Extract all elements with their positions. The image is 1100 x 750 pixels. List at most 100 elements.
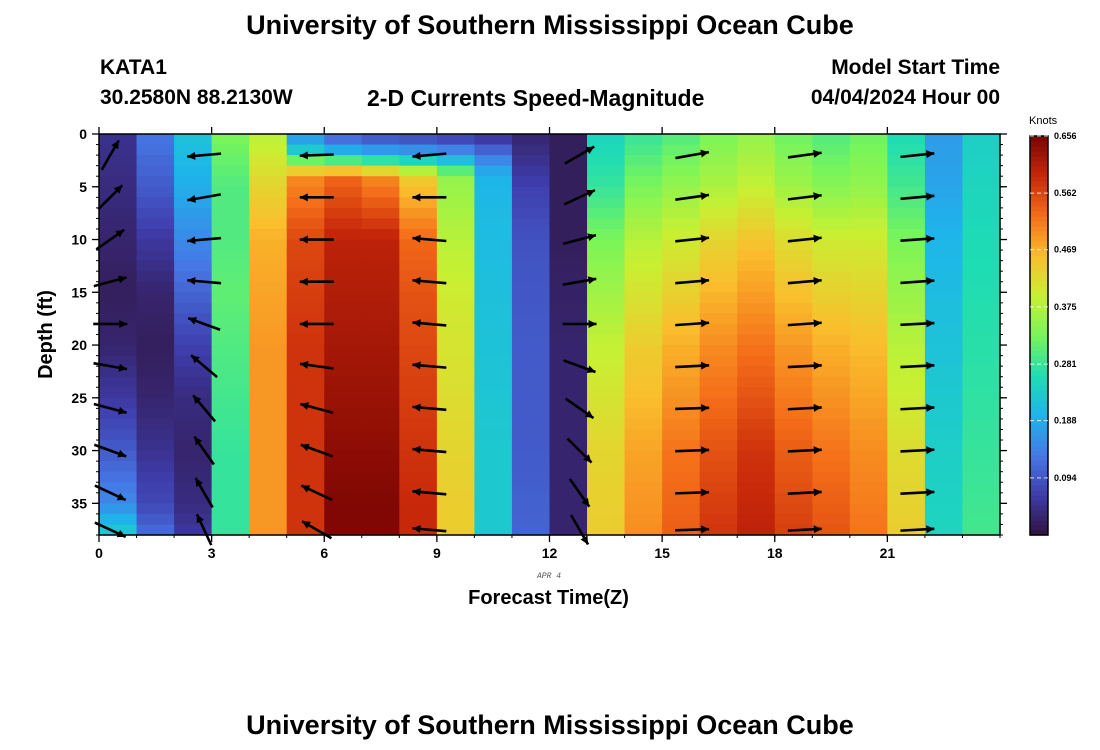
colorbar-tick-label: 0.281 bbox=[1054, 359, 1077, 369]
current-vector bbox=[412, 445, 447, 454]
heatmap-cell bbox=[962, 376, 1001, 388]
heatmap-cell bbox=[887, 387, 926, 399]
heatmap-cell bbox=[887, 461, 926, 473]
heatmap-cell bbox=[587, 387, 626, 399]
heatmap-cell bbox=[587, 134, 626, 146]
heatmap-cell bbox=[924, 228, 964, 241]
heatmap-cell bbox=[399, 271, 438, 283]
heatmap-cell bbox=[587, 366, 626, 378]
heatmap-cell bbox=[99, 281, 138, 293]
heatmap-cell bbox=[924, 165, 964, 177]
current-vector bbox=[568, 478, 591, 508]
heatmap-cell bbox=[887, 250, 926, 262]
page-title-top: University of Southern Mississippi Ocean… bbox=[246, 10, 854, 40]
heatmap-cell bbox=[99, 302, 138, 314]
heatmap-cell bbox=[662, 260, 701, 272]
heatmap-cell bbox=[511, 376, 551, 388]
heatmap-cell bbox=[361, 197, 400, 209]
colorbar-tick-label: 0.375 bbox=[1054, 302, 1077, 312]
heatmap-cell bbox=[737, 355, 776, 367]
heatmap-cell bbox=[699, 461, 738, 473]
heatmap-cell bbox=[849, 429, 888, 441]
heatmap-cell bbox=[399, 250, 438, 262]
heatmap-cell bbox=[474, 524, 513, 536]
heatmap-cell bbox=[99, 218, 138, 230]
heatmap-cell bbox=[662, 207, 701, 220]
heatmap-cell bbox=[587, 492, 626, 504]
heatmap-cell bbox=[849, 323, 888, 336]
heatmap-cell bbox=[887, 492, 926, 504]
heatmap-cell bbox=[136, 207, 175, 220]
model-start-value: 04/04/2024 Hour 00 bbox=[810, 86, 1000, 109]
heatmap-cell bbox=[211, 482, 250, 494]
heatmap-cell bbox=[511, 165, 551, 177]
heatmap-cell bbox=[849, 524, 888, 536]
heatmap-cell bbox=[211, 450, 250, 462]
current-vector bbox=[787, 488, 822, 497]
heatmap-cell bbox=[624, 260, 663, 272]
heatmap-cell bbox=[887, 281, 926, 293]
heatmap-cell bbox=[474, 218, 513, 230]
heatmap-cell bbox=[549, 503, 588, 515]
heatmap-cell bbox=[774, 260, 813, 272]
heatmap-cell bbox=[812, 387, 851, 399]
colorbar-segment bbox=[1030, 470, 1048, 476]
heatmap-cell bbox=[286, 134, 325, 146]
heatmap-cell bbox=[436, 165, 476, 177]
heatmap-cell bbox=[887, 355, 926, 367]
heatmap-cell bbox=[399, 461, 438, 473]
heatmap-cell bbox=[511, 366, 551, 378]
heatmap-cell bbox=[549, 429, 588, 441]
heatmap-cell bbox=[624, 165, 663, 177]
heatmap-cell bbox=[962, 461, 1001, 473]
heatmap-cell bbox=[436, 524, 476, 536]
heatmap-cell bbox=[136, 513, 175, 526]
heatmap-cell bbox=[849, 387, 888, 399]
heatmap-cell bbox=[587, 513, 626, 526]
heatmap-cell bbox=[924, 461, 964, 473]
heatmap-cell bbox=[511, 323, 551, 336]
heatmap-cell bbox=[737, 397, 776, 409]
heatmap-cell bbox=[249, 239, 288, 251]
heatmap-cell bbox=[812, 260, 851, 272]
heatmap-cell bbox=[474, 176, 513, 188]
heatmap-cell bbox=[699, 408, 738, 420]
heatmap-cell bbox=[587, 144, 626, 156]
heatmap-cell bbox=[211, 134, 250, 146]
x-tick-label: 15 bbox=[654, 545, 670, 561]
heatmap-cell bbox=[699, 313, 738, 325]
heatmap-cell bbox=[399, 492, 438, 504]
heatmap-cell bbox=[549, 471, 588, 483]
heatmap-cell bbox=[849, 176, 888, 188]
heatmap-cell bbox=[662, 397, 701, 409]
heatmap-cell bbox=[587, 503, 626, 515]
colorbar-segment bbox=[1030, 235, 1048, 242]
current-vector bbox=[900, 234, 935, 243]
heatmap-cell bbox=[699, 186, 738, 198]
heatmap-cell bbox=[399, 207, 438, 220]
heatmap-cell bbox=[211, 503, 250, 515]
heatmap-cell bbox=[849, 228, 888, 241]
heatmap-cell bbox=[286, 281, 325, 293]
current-vector bbox=[299, 193, 334, 202]
x-axis-title: Forecast Time(Z) bbox=[468, 587, 629, 609]
heatmap-cell bbox=[399, 218, 438, 230]
current-vector bbox=[900, 319, 935, 328]
current-vector bbox=[299, 235, 334, 244]
current-vector bbox=[194, 477, 214, 509]
heatmap-cell bbox=[174, 429, 213, 441]
heatmap-cell bbox=[361, 440, 400, 452]
heatmap-cell bbox=[924, 323, 964, 336]
heatmap-cell bbox=[361, 292, 400, 304]
heatmap-cell bbox=[324, 513, 363, 526]
current-vector bbox=[675, 192, 710, 201]
heatmap-cell bbox=[174, 260, 213, 272]
colorbar-segment bbox=[1030, 250, 1048, 257]
heatmap-cell bbox=[699, 366, 738, 378]
heatmap-cell bbox=[211, 292, 250, 304]
heatmap-cell bbox=[136, 503, 175, 515]
heatmap-cell bbox=[624, 134, 663, 146]
heatmap-cell bbox=[812, 397, 851, 409]
heatmap-cell bbox=[699, 260, 738, 272]
heatmap-cell bbox=[849, 281, 888, 293]
